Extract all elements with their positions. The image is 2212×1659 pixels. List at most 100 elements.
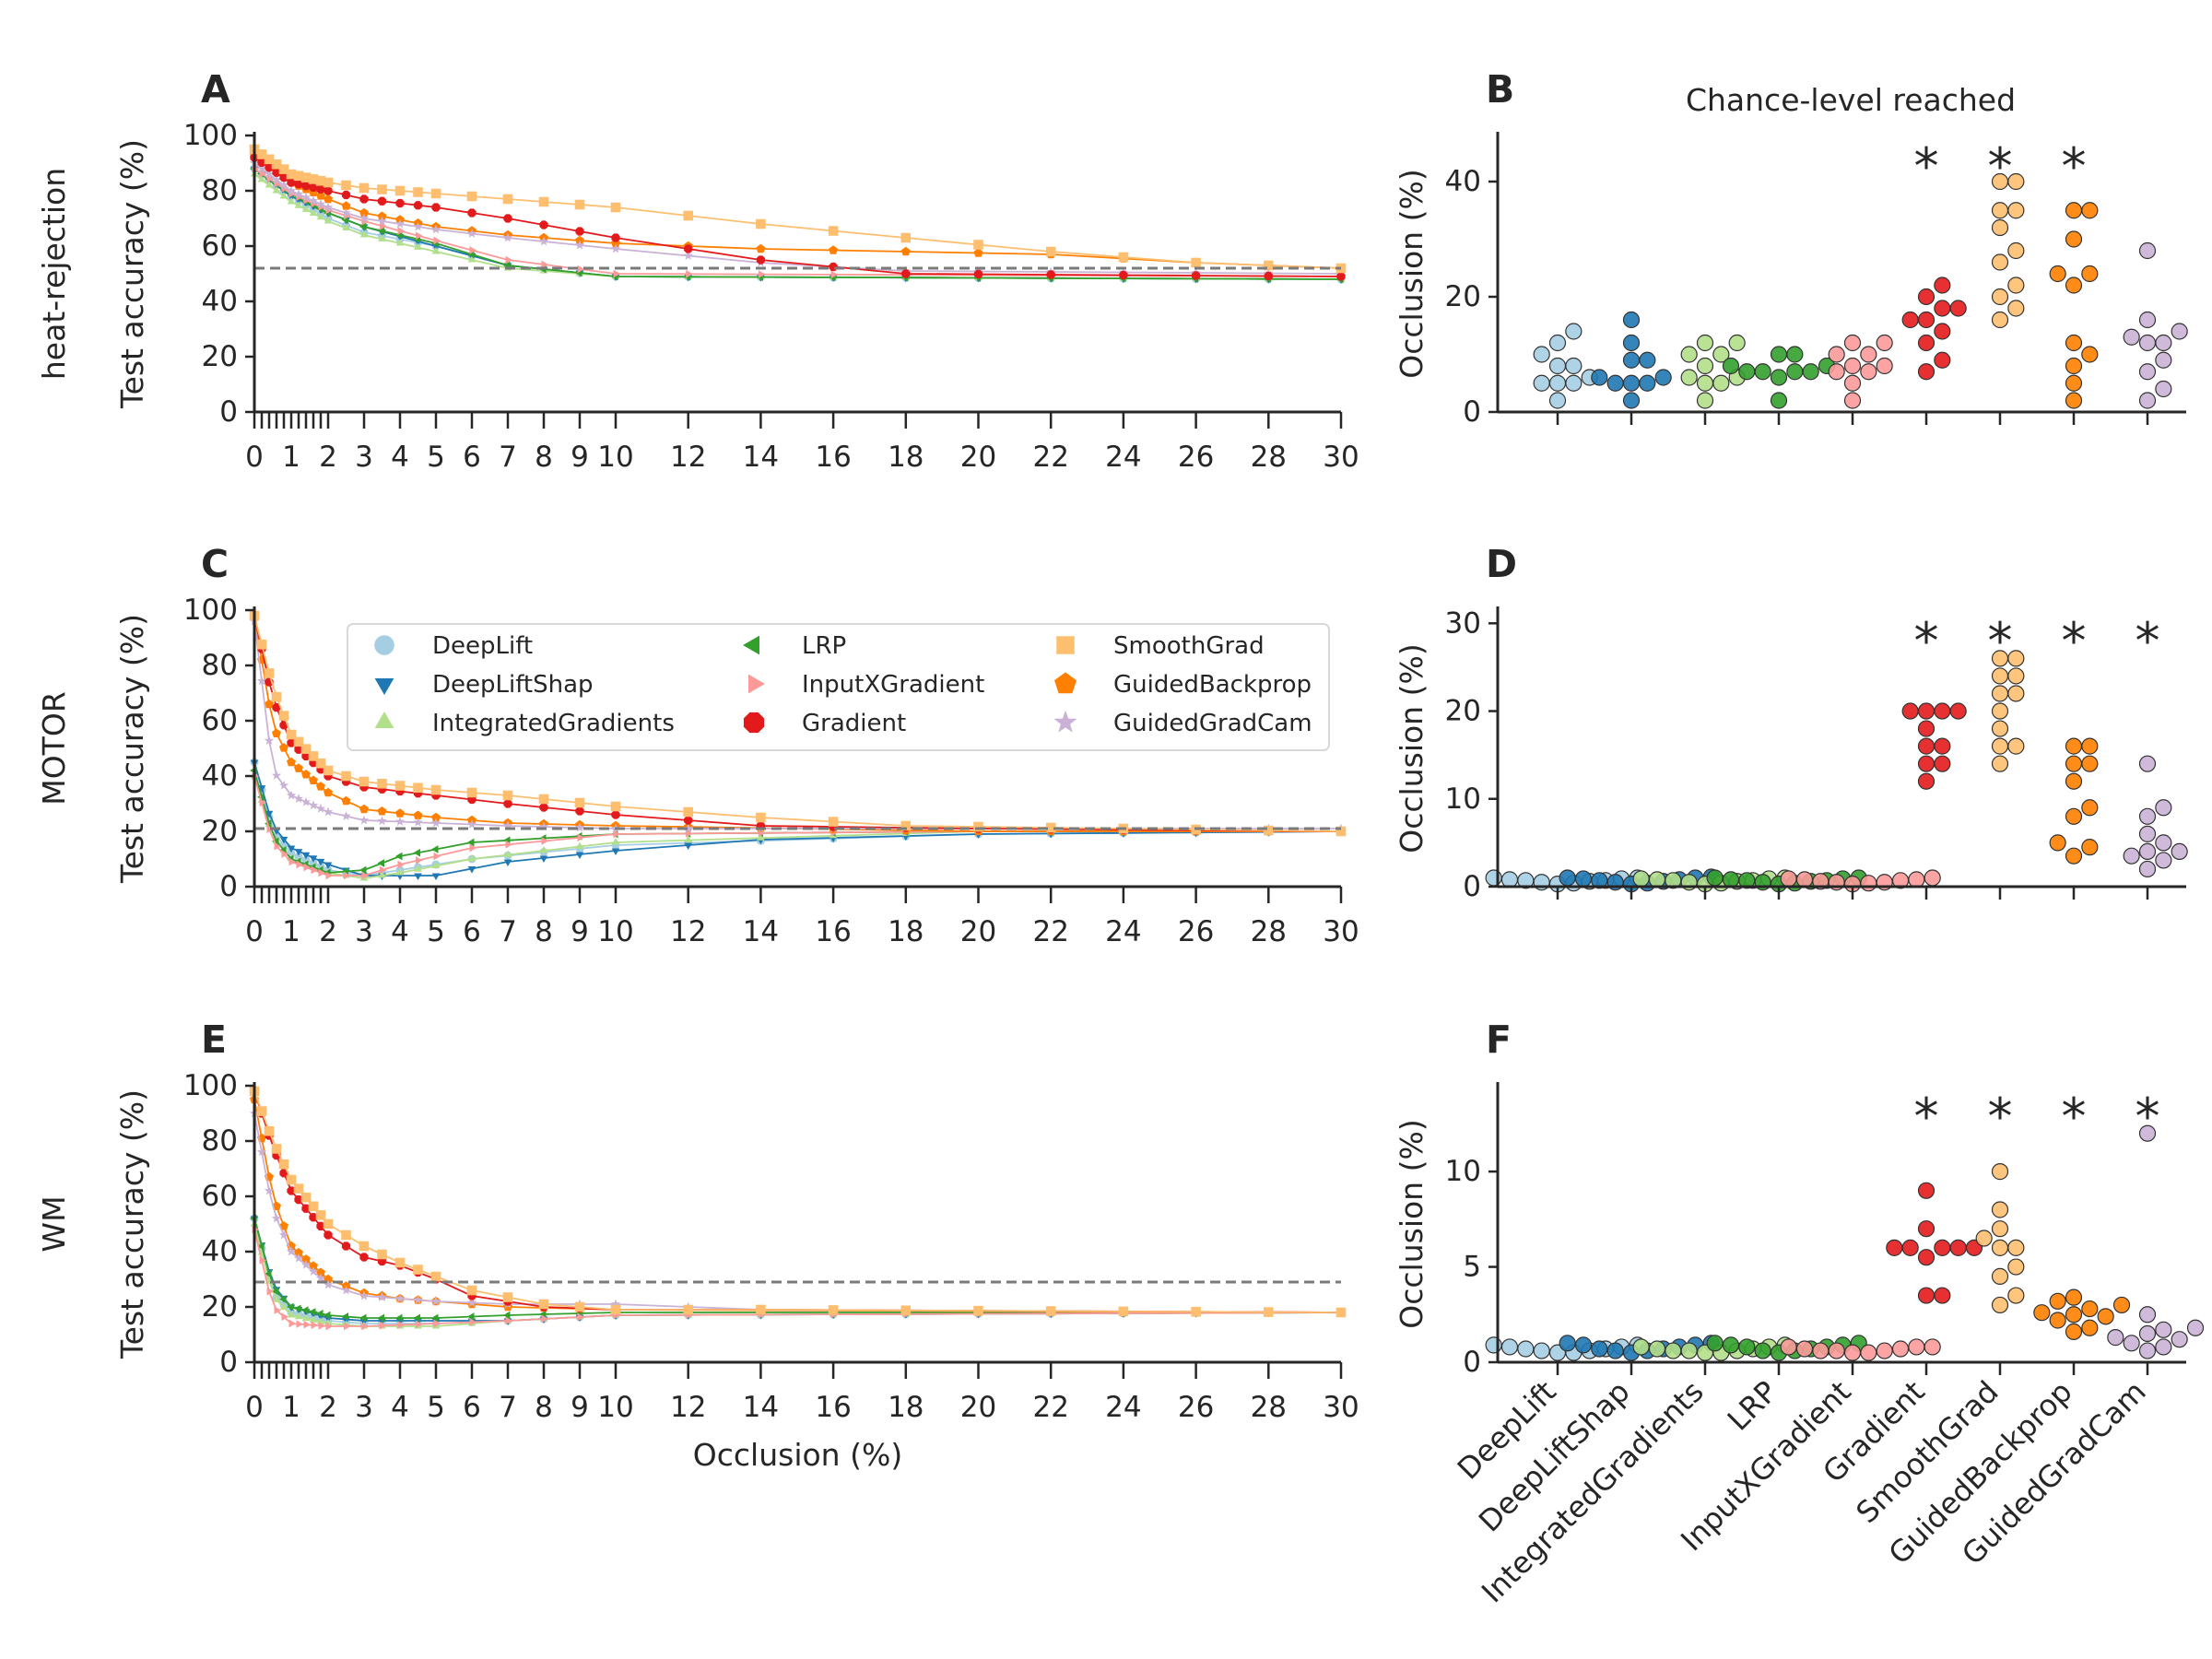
data-point — [272, 837, 279, 846]
x-tick-label: 8 — [535, 1391, 553, 1424]
data-point — [466, 229, 477, 238]
data-point — [308, 1266, 319, 1277]
data-point — [359, 815, 370, 825]
data-point — [323, 806, 334, 817]
data-point — [1191, 257, 1201, 268]
data-point — [308, 800, 319, 810]
swarm-point — [2112, 1296, 2131, 1314]
data-point — [756, 812, 766, 823]
swarm-point — [1680, 346, 1698, 363]
data-point — [539, 803, 548, 812]
data-point — [538, 236, 549, 246]
x-tick-label: 4 — [391, 1391, 409, 1424]
swarm-point — [1876, 334, 1893, 352]
data-point — [256, 149, 267, 159]
y-axis-label: Occlusion (%) — [1394, 643, 1430, 853]
data-point — [300, 744, 312, 754]
data-point — [324, 787, 333, 797]
data-point — [683, 823, 693, 833]
data-point — [502, 232, 513, 242]
swarm-point — [1754, 363, 1771, 381]
panel-letter: A — [201, 67, 230, 112]
swarm-point — [1574, 870, 1593, 888]
data-point — [294, 1304, 301, 1313]
data-point — [431, 873, 441, 880]
legend-label-lrp: LRP — [802, 632, 846, 660]
data-point — [287, 1311, 296, 1318]
swarm-point — [1991, 1239, 2009, 1256]
swarm-point — [2138, 755, 2157, 772]
swarm-point — [1632, 1338, 1650, 1356]
data-point — [286, 169, 297, 180]
x-tick-label: 1 — [282, 441, 300, 474]
x-tick-label: 26 — [1178, 915, 1214, 948]
x-tick-label: 6 — [463, 1391, 481, 1424]
panel-d-swarm-chart: * * * * 0 10 20 30 Occlusion (%) D — [1394, 542, 2188, 903]
swarm-point — [1949, 300, 1967, 317]
swarm-point — [2138, 1306, 2157, 1324]
swarm-gradient — [1886, 1182, 1983, 1304]
data-point — [342, 223, 350, 230]
swarm-smooth-grad — [1991, 650, 2025, 772]
data-point — [467, 255, 477, 263]
data-point — [294, 180, 303, 189]
y-tick-label: 80 — [202, 649, 238, 682]
data-point — [266, 1287, 274, 1296]
data-point — [395, 852, 403, 861]
data-point — [469, 1318, 477, 1326]
data-point — [288, 857, 296, 866]
data-point — [505, 840, 512, 849]
swarm-point — [1639, 374, 1656, 392]
swarm-point — [1754, 1342, 1771, 1359]
data-point — [395, 239, 405, 246]
x-tick-label: 6 — [463, 441, 481, 474]
y-tick-label: 0 — [1463, 1346, 1481, 1379]
data-point — [430, 188, 441, 199]
x-tick-label: 5 — [427, 441, 445, 474]
data-point — [309, 1315, 318, 1323]
swarm-point — [1648, 871, 1666, 888]
data-point — [830, 270, 839, 279]
data-point — [361, 871, 369, 880]
panel-b-swarm-chart: * * * 0 20 40 Occlusion (%) B Chance-level reach… — [1394, 67, 2188, 429]
y-tick-label: 60 — [202, 704, 238, 737]
y-tick-label: 100 — [183, 119, 238, 152]
swarm-smooth-grad — [1991, 172, 2025, 329]
swarm-point — [2065, 230, 2083, 248]
data-point — [359, 182, 370, 194]
data-point — [341, 771, 351, 782]
data-point — [610, 243, 621, 253]
swarm-point — [2033, 1304, 2051, 1322]
x-tick-label: 4 — [391, 915, 409, 948]
data-point — [829, 245, 839, 254]
swarm-point — [2049, 1312, 2066, 1329]
data-point — [756, 1304, 766, 1315]
y-tick-label: 20 — [202, 340, 238, 373]
data-point — [430, 1296, 441, 1306]
x-tick-label: 28 — [1251, 441, 1287, 474]
data-point — [413, 848, 420, 857]
data-point — [265, 699, 274, 709]
x-tick-label: 30 — [1323, 1391, 1359, 1424]
data-point — [395, 1313, 403, 1323]
swarm-point — [2138, 1324, 2157, 1343]
data-point — [272, 168, 281, 177]
data-point — [264, 735, 275, 746]
x-tick-label: 7 — [499, 441, 517, 474]
chart-title: Chance-level reached — [1686, 82, 2016, 118]
swarm-point — [2155, 1338, 2172, 1356]
significance-star: * — [1988, 612, 2013, 670]
data-point — [413, 1295, 423, 1304]
data-point — [397, 1321, 405, 1329]
swarm-point — [1876, 357, 1893, 375]
data-point — [359, 776, 370, 787]
swarm-point — [1574, 1336, 1593, 1354]
data-point — [294, 849, 303, 856]
swarm-point — [2107, 1329, 2124, 1347]
swarm-point — [1680, 369, 1698, 386]
significance-star: * — [1988, 1088, 2013, 1146]
data-point — [973, 269, 983, 279]
data-point — [303, 1320, 311, 1329]
legend-marker-lrp — [743, 635, 759, 655]
